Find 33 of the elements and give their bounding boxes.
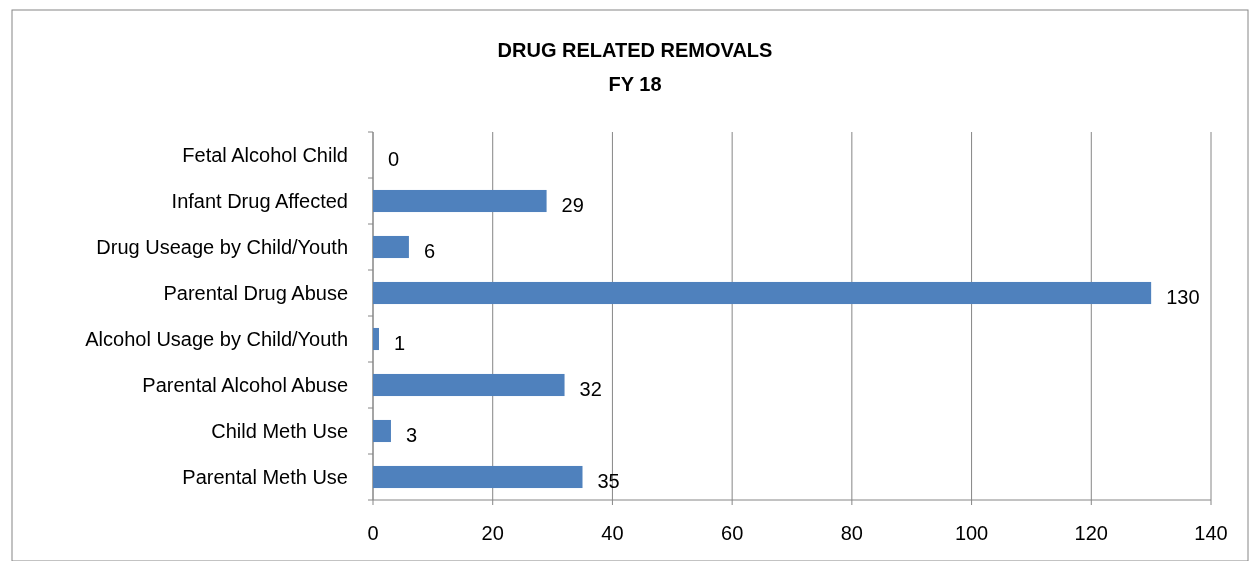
x-tick-label: 100 <box>954 522 989 544</box>
x-tick-label: 140 <box>1194 522 1228 544</box>
bar <box>373 465 583 489</box>
chart-subtitle: FY 18 <box>608 73 662 95</box>
x-tick-label: 20 <box>481 522 504 544</box>
y-tick-label: Parental Alcohol Abuse <box>142 374 348 396</box>
bar <box>373 373 565 397</box>
x-tick-label: 40 <box>601 522 624 544</box>
data-label: 3 <box>405 424 418 446</box>
bar <box>373 189 547 213</box>
y-tick-label: Child Meth Use <box>211 420 348 442</box>
x-tick-label: 0 <box>367 522 379 544</box>
data-label: 130 <box>1166 286 1200 308</box>
y-tick-label: Infant Drug Affected <box>171 190 348 212</box>
bar <box>373 327 379 351</box>
y-tick-label: Fetal Alcohol Child <box>182 144 348 166</box>
data-label: 1 <box>393 332 406 354</box>
data-label: 29 <box>561 194 584 216</box>
y-tick-label: Parental Drug Abuse <box>163 282 348 304</box>
x-tick-label: 60 <box>721 522 744 544</box>
x-tick-label: 80 <box>840 522 863 544</box>
y-tick-label: Drug Useage by Child/Youth <box>96 236 348 258</box>
bar <box>373 235 409 259</box>
data-label: 35 <box>597 470 620 492</box>
x-tick-label: 120 <box>1074 522 1108 544</box>
y-tick-label: Parental Meth Use <box>182 466 348 488</box>
data-label: 32 <box>579 378 602 400</box>
data-label: 6 <box>423 240 436 262</box>
bar <box>373 419 391 443</box>
data-label: 0 <box>388 148 400 170</box>
y-tick-label: Alcohol Usage by Child/Youth <box>85 328 348 350</box>
bar <box>373 281 1152 305</box>
chart-title: DRUG RELATED REMOVALS <box>497 39 773 61</box>
